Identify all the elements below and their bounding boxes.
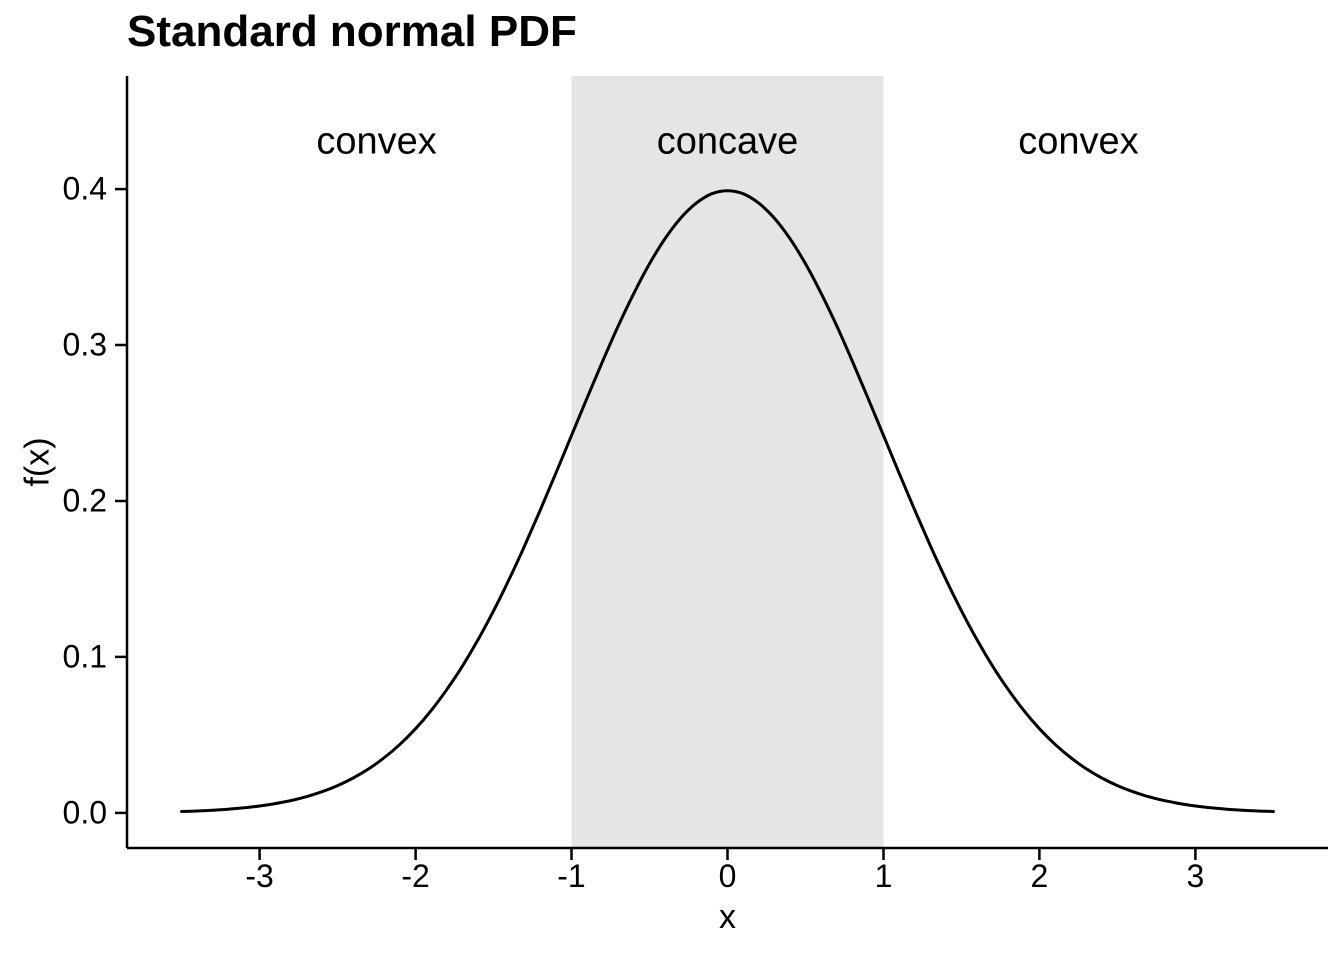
- shaded-region-layer: [571, 76, 884, 848]
- y-tick-label: 0.3: [62, 326, 107, 363]
- x-tick-label: 3: [1186, 858, 1205, 894]
- x-tick-label: -1: [557, 858, 586, 894]
- annotation-convex-left: convex: [316, 120, 437, 163]
- y-tick-label: 0.0: [62, 794, 107, 831]
- series-layer: [180, 189, 1275, 813]
- x-axis-title: x: [719, 898, 736, 936]
- x-tick-label: 2: [1030, 858, 1049, 894]
- axes-layer: [115, 76, 1328, 860]
- annotation-convex-right: convex: [1018, 120, 1139, 163]
- x-tick-label: 1: [874, 858, 893, 894]
- x-tick-label: -3: [245, 858, 274, 894]
- y-tick-label: 0.4: [62, 170, 107, 207]
- y-tick-label: 0.2: [62, 482, 107, 519]
- pdf-curve: [180, 189, 1275, 813]
- y-tick-label: 0.1: [62, 638, 107, 675]
- x-tick-label: -2: [401, 858, 430, 894]
- concave-region: [571, 76, 884, 848]
- chart-title: Standard normal PDF: [127, 7, 577, 56]
- y-axis-title: f(x): [18, 437, 57, 487]
- annotation-concave: concave: [656, 120, 799, 163]
- x-tick-label: 0: [718, 858, 737, 894]
